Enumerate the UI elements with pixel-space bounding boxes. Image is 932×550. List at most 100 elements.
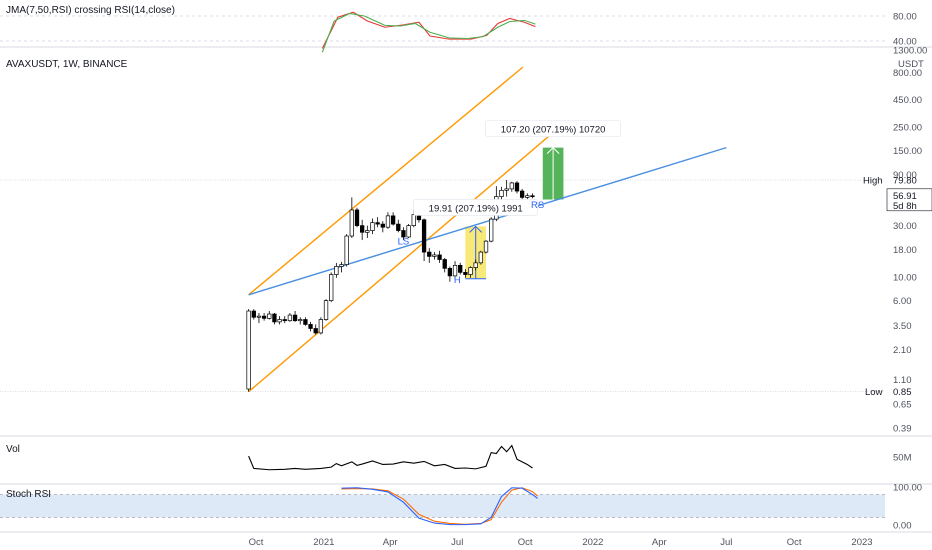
- grid-layer: [0, 46, 932, 533]
- stoch-tick-label: 0.00: [893, 521, 912, 532]
- candle-down: [313, 328, 318, 334]
- time-axis[interactable]: Oct 2021 Apr Jul Oct 2022 Apr Jul Oct 2023: [249, 537, 873, 548]
- candle-down: [360, 225, 365, 233]
- price-tick-label: 0.39: [893, 424, 912, 435]
- channel-lower-line: [248, 124, 563, 393]
- high-label: High: [863, 176, 883, 187]
- stoch-rsi-pane: [0, 487, 885, 526]
- pattern-label-ls: LS: [398, 237, 410, 248]
- candle-down: [514, 182, 520, 192]
- candle-down: [519, 190, 525, 198]
- candle-up: [246, 310, 251, 390]
- candle-up: [483, 240, 489, 253]
- candle-up: [468, 267, 473, 275]
- candle-up: [365, 230, 370, 233]
- candle-up: [452, 264, 458, 277]
- candle-down: [251, 310, 256, 318]
- candle-up: [411, 214, 416, 226]
- candle-down: [463, 272, 468, 275]
- rsi-line: [321, 11, 536, 49]
- jma-rsi-title: JMA(7,50,RSI) crossing RSI(14,close): [6, 5, 175, 16]
- price-tick-label: 18.00: [893, 245, 917, 256]
- measure-label-2-box: [485, 120, 622, 137]
- measure-arrow-2-head: [546, 146, 560, 154]
- last-price-value: 56.91: [893, 191, 917, 202]
- jma-rsi-pane: [0, 11, 885, 53]
- candle-down: [292, 314, 298, 322]
- candle-up: [323, 300, 329, 320]
- jma-tick-label: 40.00: [893, 37, 917, 48]
- price-tick-label: 90.00: [893, 170, 917, 181]
- volume-pane: [248, 444, 533, 471]
- price-tick-label: 1300.00: [893, 46, 927, 57]
- candle-up: [478, 251, 484, 264]
- price-tick-label: 0.65: [893, 400, 912, 411]
- time-tick-label: Oct: [249, 537, 264, 548]
- candle-up: [489, 218, 494, 242]
- stoch-d-line: [341, 487, 538, 525]
- measure-label-2: 107.20 (207.19%) 10720: [501, 125, 606, 136]
- candle-up: [349, 209, 354, 237]
- candle-up: [277, 319, 282, 323]
- candle-down: [282, 319, 287, 322]
- candle-up: [504, 188, 509, 191]
- candle-up: [473, 262, 478, 268]
- candle-down: [401, 230, 406, 238]
- price-axis[interactable]: 1300.00800.00450.00250.00150.0090.0050.0…: [863, 12, 932, 532]
- candle-up: [525, 195, 530, 198]
- time-tick-label: Jul: [720, 537, 732, 548]
- channel-upper-line: [248, 66, 524, 296]
- candle-down: [396, 223, 401, 231]
- price-tick-label: 250.00: [893, 122, 922, 133]
- low-value: 0.85: [893, 387, 912, 398]
- price-tick-label: 450.00: [893, 95, 922, 106]
- candle-down: [437, 254, 442, 260]
- price-tick-label: 150.00: [893, 146, 922, 157]
- bar-countdown: 5d 8h: [893, 201, 917, 212]
- candle-down: [458, 264, 463, 273]
- high-value: 79.80: [893, 176, 917, 187]
- candle-up: [334, 266, 339, 275]
- candle-up: [329, 274, 334, 301]
- volume-title: Vol: [6, 444, 20, 455]
- pattern-label-h: H: [454, 275, 461, 286]
- candle-down: [390, 215, 396, 225]
- candle-up: [256, 315, 262, 318]
- time-tick-label: Apr: [652, 537, 667, 548]
- candle-down: [272, 313, 277, 323]
- price-tick-label: 10.00: [893, 272, 917, 283]
- candle-up: [339, 264, 344, 267]
- stoch-rsi-title: Stoch RSI: [6, 489, 51, 500]
- candle-up: [344, 235, 349, 265]
- candle-down: [442, 259, 447, 269]
- time-tick-label: Jul: [451, 537, 463, 548]
- candle-down: [380, 223, 385, 228]
- measure-label-1: 19.91 (207.19%) 1991: [429, 203, 523, 214]
- candle-down: [427, 251, 432, 257]
- neckline-line: [248, 146, 727, 296]
- candle-up: [370, 222, 375, 231]
- stoch-tick-label: 100.00: [893, 483, 922, 494]
- last-price-tag: [886, 188, 932, 212]
- candle-down: [261, 315, 267, 319]
- candle-down: [308, 324, 313, 329]
- price-tick-label: 30.00: [893, 221, 917, 232]
- candle-up: [298, 319, 303, 322]
- main-price-pane: 19.91 (207.19%) 1991 107.20 (207.19%) 107…: [246, 66, 727, 393]
- time-tick-label: Apr: [383, 537, 398, 548]
- time-tick-label: 2022: [582, 537, 603, 548]
- time-tick-label: 2021: [313, 537, 334, 548]
- stoch-band: [0, 494, 885, 518]
- candle-up: [287, 314, 293, 322]
- symbol-header: AVAXUSDT, 1W, BINANCE: [6, 59, 128, 70]
- measure-label-1-box: [413, 199, 538, 216]
- time-tick-label: Oct: [518, 537, 533, 548]
- price-tick-label: 800.00: [893, 68, 922, 79]
- candle-up: [406, 225, 411, 238]
- measure-arrow-1-head: [469, 225, 483, 233]
- candle-down: [303, 319, 308, 325]
- candle-down: [375, 222, 380, 225]
- price-tick-label: 2.10: [893, 345, 912, 356]
- candle-up: [499, 189, 504, 197]
